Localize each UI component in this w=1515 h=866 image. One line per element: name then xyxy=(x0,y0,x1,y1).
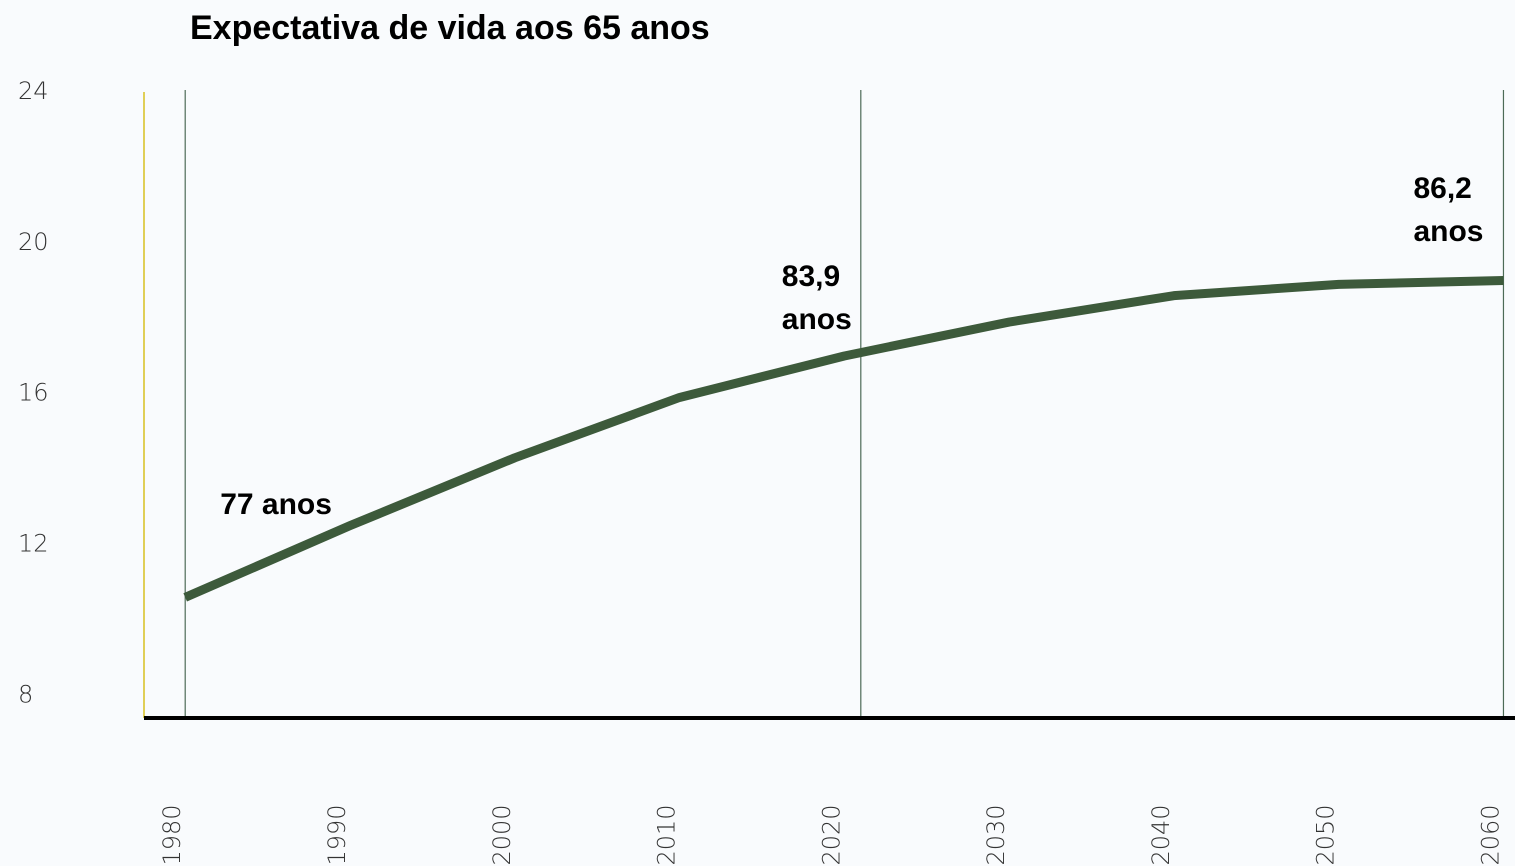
x-tick-label: 2040 xyxy=(1147,804,1175,865)
x-tick-label: 2000 xyxy=(488,804,516,865)
chart-title: Expectativa de vida aos 65 anos xyxy=(190,9,710,47)
x-tick-label: 2030 xyxy=(982,804,1010,865)
y-tick-label: 20 xyxy=(18,228,49,256)
x-tick-label: 1990 xyxy=(323,804,351,865)
annotation-text: 83,9 xyxy=(782,260,840,293)
y-tick-label: 12 xyxy=(18,530,49,558)
x-tick-label: 2010 xyxy=(653,804,681,865)
x-tick-label: 1980 xyxy=(158,804,186,865)
y-tick-label: 24 xyxy=(18,77,49,105)
line-series xyxy=(183,276,1504,602)
x-tick-label: 2060 xyxy=(1476,804,1504,865)
x-tick-label: 2050 xyxy=(1312,804,1340,865)
x-tick-label: 2020 xyxy=(817,804,845,865)
annotation-text: 86,2 xyxy=(1413,172,1471,205)
y-tick-label: 16 xyxy=(18,379,49,407)
annotation-text: anos xyxy=(782,303,852,336)
annotation-text: anos xyxy=(1413,215,1483,248)
annotation-text: 77 anos xyxy=(220,488,332,521)
y-tick-label: 8 xyxy=(18,680,33,708)
